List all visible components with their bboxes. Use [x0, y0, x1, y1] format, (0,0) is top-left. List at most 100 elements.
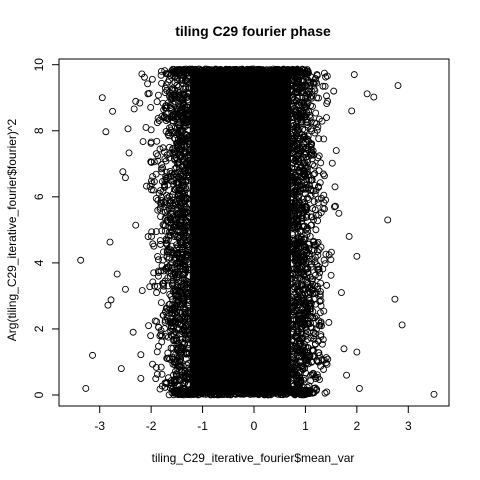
data-point: [292, 361, 300, 369]
data-point: [289, 177, 297, 185]
data-point: [294, 114, 301, 122]
data-point: [166, 272, 174, 280]
data-point: [319, 170, 327, 178]
data-point: [212, 386, 220, 394]
outlier-point: [363, 90, 371, 98]
data-point: [323, 72, 331, 80]
data-point: [164, 70, 171, 78]
data-point: [178, 300, 186, 308]
data-point: [246, 65, 254, 73]
data-point: [325, 319, 333, 326]
data-point: [288, 134, 295, 142]
x-tick-label: 3: [405, 419, 412, 433]
data-point: [173, 172, 181, 180]
data-point: [306, 85, 314, 93]
data-point: [153, 137, 161, 145]
data-point: [300, 113, 308, 121]
outlier-point: [163, 176, 171, 184]
data-point: [301, 346, 309, 354]
data-point: [320, 135, 328, 143]
data-point: [173, 241, 181, 249]
data-point: [185, 139, 193, 147]
outlier-point: [109, 107, 117, 115]
data-point: [292, 108, 299, 116]
data-point: [321, 172, 328, 180]
data-point: [301, 390, 309, 398]
data-point: [250, 70, 258, 77]
data-point: [202, 386, 210, 394]
data-point: [327, 271, 335, 279]
data-point: [304, 119, 312, 126]
outlier-point: [117, 365, 125, 373]
data-point: [164, 78, 172, 86]
data-point: [303, 231, 311, 239]
data-point: [143, 182, 150, 190]
y-axis: 0 2 4 6 8 10: [32, 58, 60, 398]
x-tick-label: 2: [354, 419, 361, 433]
data-point: [291, 78, 299, 86]
data-point: [288, 259, 296, 267]
data-point: [175, 390, 183, 398]
data-point: [185, 345, 193, 352]
data-point: [312, 312, 320, 320]
data-point: [310, 237, 318, 245]
y-tick-label: 8: [32, 127, 46, 134]
outlier-point: [82, 384, 90, 392]
data-point: [289, 235, 297, 243]
data-point: [164, 282, 172, 290]
data-point: [305, 354, 313, 362]
data-point: [290, 366, 298, 374]
data-point: [296, 135, 304, 143]
data-point: [315, 115, 323, 123]
data-point: [290, 207, 298, 215]
x-tick-label: -3: [94, 419, 105, 433]
data-point: [308, 277, 316, 285]
data-point: [288, 328, 296, 336]
data-point: [303, 265, 311, 273]
data-point: [175, 92, 183, 99]
data-point: [305, 176, 313, 184]
data-point: [299, 344, 307, 352]
data-point: [289, 238, 297, 246]
data-point: [167, 344, 175, 352]
data-point: [331, 202, 339, 210]
outlier-point: [137, 351, 145, 359]
data-point: [315, 358, 322, 366]
x-tick-label: 0: [251, 419, 258, 433]
data-point: [178, 213, 186, 221]
data-point: [291, 236, 298, 244]
data-point: [315, 135, 323, 143]
data-point: [171, 270, 179, 278]
data-point: [178, 178, 186, 185]
data-point: [163, 253, 171, 261]
data-point: [183, 158, 190, 166]
data-point: [168, 106, 176, 113]
data-point: [168, 67, 176, 74]
data-point: [204, 69, 211, 77]
data-point: [320, 191, 328, 199]
data-point: [265, 67, 273, 75]
data-point: [288, 297, 296, 305]
data-point: [312, 226, 320, 234]
data-point: [167, 231, 175, 239]
data-point: [287, 343, 295, 351]
data-point: [171, 156, 179, 164]
data-point: [173, 156, 181, 164]
data-point: [316, 376, 323, 384]
data-point: [184, 280, 192, 288]
data-point: [302, 94, 309, 102]
data-point: [172, 201, 180, 209]
x-tick-label: 1: [302, 419, 309, 433]
data-point: [299, 334, 307, 342]
data-point: [302, 144, 310, 152]
data-point: [176, 209, 184, 217]
data-point: [173, 105, 181, 113]
data-point: [314, 374, 322, 381]
data-point: [148, 228, 156, 236]
data-point: [310, 162, 318, 170]
outlier-point: [343, 371, 351, 379]
data-point: [289, 190, 297, 198]
data-point: [317, 159, 325, 167]
data-point: [321, 82, 329, 90]
